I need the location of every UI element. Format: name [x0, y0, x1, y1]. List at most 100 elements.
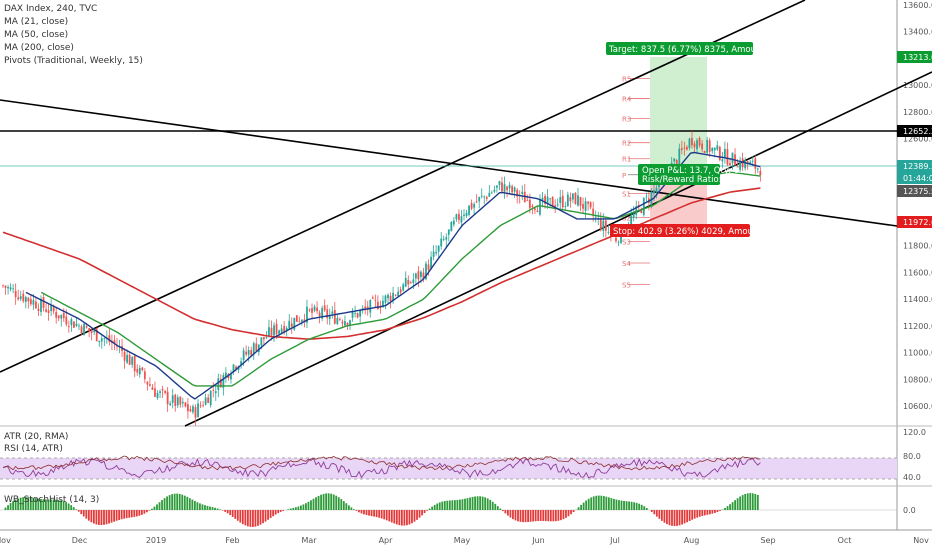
descending-trendline[interactable] — [0, 99, 898, 227]
candle-body — [166, 391, 169, 405]
legend-ma50[interactable]: MA (50, close) — [4, 30, 69, 40]
candle-body — [708, 140, 711, 152]
stoch-bar — [272, 510, 275, 517]
candle-body — [630, 216, 633, 225]
candle-body — [574, 192, 577, 205]
stoch-bar — [562, 510, 565, 520]
ma-21-line[interactable] — [25, 151, 761, 400]
stoch-bar — [625, 501, 628, 510]
target-label[interactable]: Target: 837.5 (6.77%) 8375, Amount: 1000 — [606, 42, 792, 55]
stoch-bar — [390, 510, 393, 523]
candle-body — [736, 166, 739, 168]
stoch-bar — [474, 496, 476, 510]
stoch-bar — [431, 506, 434, 510]
stoch-bar — [312, 498, 315, 510]
channel-lower-trendline[interactable] — [184, 71, 932, 427]
stoch-bar — [75, 509, 78, 510]
candle-body — [503, 184, 506, 192]
rsi-line[interactable] — [2, 457, 761, 479]
stoch-bar — [696, 510, 699, 518]
stoch-bar — [264, 510, 267, 522]
stoch-bar — [499, 508, 502, 510]
stoch-bar — [244, 510, 247, 526]
legend-symbol[interactable]: DAX Index, 240, TVC — [4, 4, 98, 14]
time-axis[interactable]: Nov Dec 2019 Feb Mar Apr May Jun Jul Aug Sep Oct Nov — [0, 536, 929, 545]
ma-200-line[interactable] — [2, 187, 761, 340]
channel-upper-trendline[interactable] — [0, 0, 806, 373]
stoch-bar — [706, 510, 709, 515]
stoch-bar — [542, 510, 545, 521]
stoch-bar — [246, 510, 249, 527]
stoch-bar — [469, 497, 471, 510]
stoch-bar — [163, 498, 166, 510]
candle-body — [55, 312, 58, 318]
stoch-bar — [87, 510, 90, 521]
stoch-histogram[interactable] — [4, 493, 759, 527]
stoch-bar — [527, 510, 529, 523]
candle-body — [83, 323, 85, 336]
stoch-bar — [211, 507, 214, 510]
stoch-bar — [186, 496, 189, 510]
stoch-bar — [279, 510, 282, 512]
stoch-bar — [274, 510, 277, 515]
atr-line[interactable] — [2, 455, 761, 471]
candle-body — [561, 195, 564, 208]
candle-body — [465, 212, 468, 216]
legend-stoch[interactable]: WB_StochHist (14, 3) — [4, 495, 100, 505]
candle-body — [331, 311, 334, 314]
legend-pivots[interactable]: Pivots (Traditional, Weekly, 15) — [4, 56, 143, 66]
legend-ma200[interactable]: MA (200, close) — [4, 43, 74, 53]
candle-body — [202, 405, 205, 407]
stop-label[interactable]: Stop: 402.9 (3.26%) 4029, Amount: 1000 — [610, 224, 789, 237]
candle-body — [278, 330, 280, 334]
candle-body — [351, 311, 354, 318]
stoch-bar — [14, 499, 17, 510]
stoch-bar — [524, 510, 527, 523]
candle-body — [316, 307, 318, 312]
candle-body — [257, 344, 260, 353]
candle-body — [369, 300, 372, 313]
pnl-label[interactable]: Open P&L: 13.7, Qty: 0 Risk/Reward Ratio… — [638, 164, 743, 185]
stoch-bar — [544, 510, 547, 522]
candle-body — [455, 214, 458, 220]
candle-body — [131, 356, 134, 365]
candle-body — [427, 264, 430, 271]
stoch-bar — [173, 493, 176, 510]
candle-body — [645, 196, 648, 198]
stoch-bar — [57, 499, 60, 510]
stoch-bar — [640, 504, 643, 510]
rsi-tick-label: 80.0 — [903, 452, 921, 461]
candle-body — [417, 271, 420, 280]
candle-body — [75, 323, 78, 326]
ma-50-line[interactable] — [40, 171, 761, 387]
candle-body — [642, 198, 645, 215]
legend-ma21[interactable]: MA (21, close) — [4, 17, 69, 27]
stoch-bar — [666, 510, 668, 525]
candle-body — [554, 205, 557, 208]
stoch-bar — [50, 499, 52, 510]
candle-body — [374, 299, 377, 301]
candle-body — [496, 185, 498, 188]
stoch-bar — [322, 493, 325, 510]
candle-body — [123, 351, 126, 361]
stoch-bar — [413, 510, 416, 522]
candle-body — [88, 328, 91, 332]
y-tick-label: 10800.0 — [903, 375, 932, 384]
candle-body — [549, 198, 552, 200]
legend-atr[interactable]: ATR (20, RMA) — [4, 432, 69, 442]
candle-body — [447, 229, 450, 235]
pivot-label-r2: R2 — [622, 140, 631, 148]
stoch-bar — [373, 510, 376, 517]
stoch-bar — [428, 508, 431, 510]
stoch-bar — [325, 493, 328, 510]
candle-body — [219, 379, 222, 388]
stoch-bar — [501, 510, 504, 512]
candle-body — [197, 403, 199, 418]
stoch-bar — [582, 502, 585, 510]
candle-body — [151, 387, 154, 390]
candle-body — [222, 375, 225, 388]
legend-rsi[interactable]: RSI (14, ATR) — [4, 444, 63, 454]
stoch-bar — [676, 510, 678, 526]
stoch-bar — [168, 495, 171, 510]
